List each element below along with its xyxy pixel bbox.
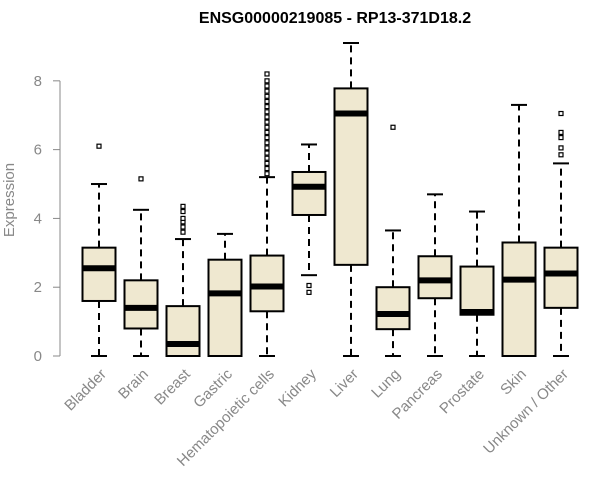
outlier-point [264, 140, 270, 146]
box-iqr [123, 279, 159, 330]
y-tick-label: 8 [34, 73, 42, 90]
box-5 [249, 71, 285, 357]
box-iqr [501, 241, 537, 357]
outlier-point [264, 160, 270, 166]
boxes-group [81, 42, 579, 358]
outlier-point [180, 229, 186, 235]
outlier-point [264, 124, 270, 130]
outlier-point [264, 71, 270, 77]
box-iqr [333, 87, 369, 266]
box-iqr [165, 305, 201, 357]
box-8 [375, 124, 411, 357]
box-iqr [375, 286, 411, 331]
outlier-point [264, 165, 270, 172]
box-3 [165, 203, 201, 357]
x-category-label: Lung [368, 366, 404, 402]
box-6 [291, 143, 327, 295]
box-1 [81, 143, 117, 357]
x-category-label: Kidney [275, 365, 320, 410]
outlier-point [264, 88, 270, 94]
x-category-label: Bladder [61, 366, 110, 415]
box-4 [207, 232, 243, 358]
outlier-point [264, 119, 270, 125]
x-category-label: Prostate [436, 366, 488, 418]
box-11 [501, 103, 537, 357]
outlier-point [264, 129, 270, 136]
outlier-point [264, 134, 270, 141]
y-tick-label: 6 [34, 142, 42, 159]
outlier-point [138, 176, 144, 182]
y-tick-label: 2 [34, 279, 42, 296]
outlier-point [264, 93, 270, 99]
box-10 [459, 210, 495, 357]
outlier-point [180, 208, 186, 215]
box-12 [543, 110, 579, 357]
outlier-point [264, 145, 270, 151]
y-axis-label: Expression [1, 163, 18, 237]
box-9 [417, 193, 453, 357]
box-iqr [81, 246, 117, 302]
outlier-point [180, 224, 186, 230]
outlier-point [264, 155, 270, 161]
box-iqr [249, 254, 285, 313]
outlier-point [306, 289, 312, 295]
outlier-point [264, 98, 270, 105]
outlier-point [558, 134, 564, 141]
box-7 [333, 42, 369, 357]
outlier-point [264, 171, 270, 177]
x-category-label: Brain [115, 366, 152, 403]
box-iqr [417, 255, 453, 300]
outlier-point [264, 104, 270, 110]
x-category-label: Liver [327, 366, 362, 401]
chart-title: ENSG00000219085 - RP13-371D18.2 [199, 10, 471, 27]
box-iqr [543, 246, 579, 309]
outlier-point [96, 143, 102, 149]
box-iqr [207, 258, 243, 358]
outlier-point [264, 150, 270, 156]
outlier-point [306, 282, 312, 289]
outlier-point [180, 215, 186, 222]
box-iqr [291, 170, 327, 216]
x-category-label: Breast [151, 365, 194, 408]
outlier-point [264, 83, 270, 89]
outlier-point [264, 114, 270, 120]
y-tick-label: 0 [34, 348, 42, 365]
outlier-point [558, 129, 564, 136]
outlier-point [264, 78, 270, 84]
y-tick-label: 4 [34, 210, 42, 227]
outlier-point [558, 152, 564, 158]
box-iqr [459, 265, 495, 316]
box-2 [123, 176, 159, 357]
y-axis: 0 2 4 6 8 [34, 73, 61, 365]
x-category-label: Skin [497, 366, 530, 399]
outlier-point [180, 203, 186, 209]
outlier-point [390, 124, 396, 130]
outlier-point [558, 145, 564, 151]
outlier-point [558, 110, 564, 117]
outlier-point [264, 109, 270, 115]
